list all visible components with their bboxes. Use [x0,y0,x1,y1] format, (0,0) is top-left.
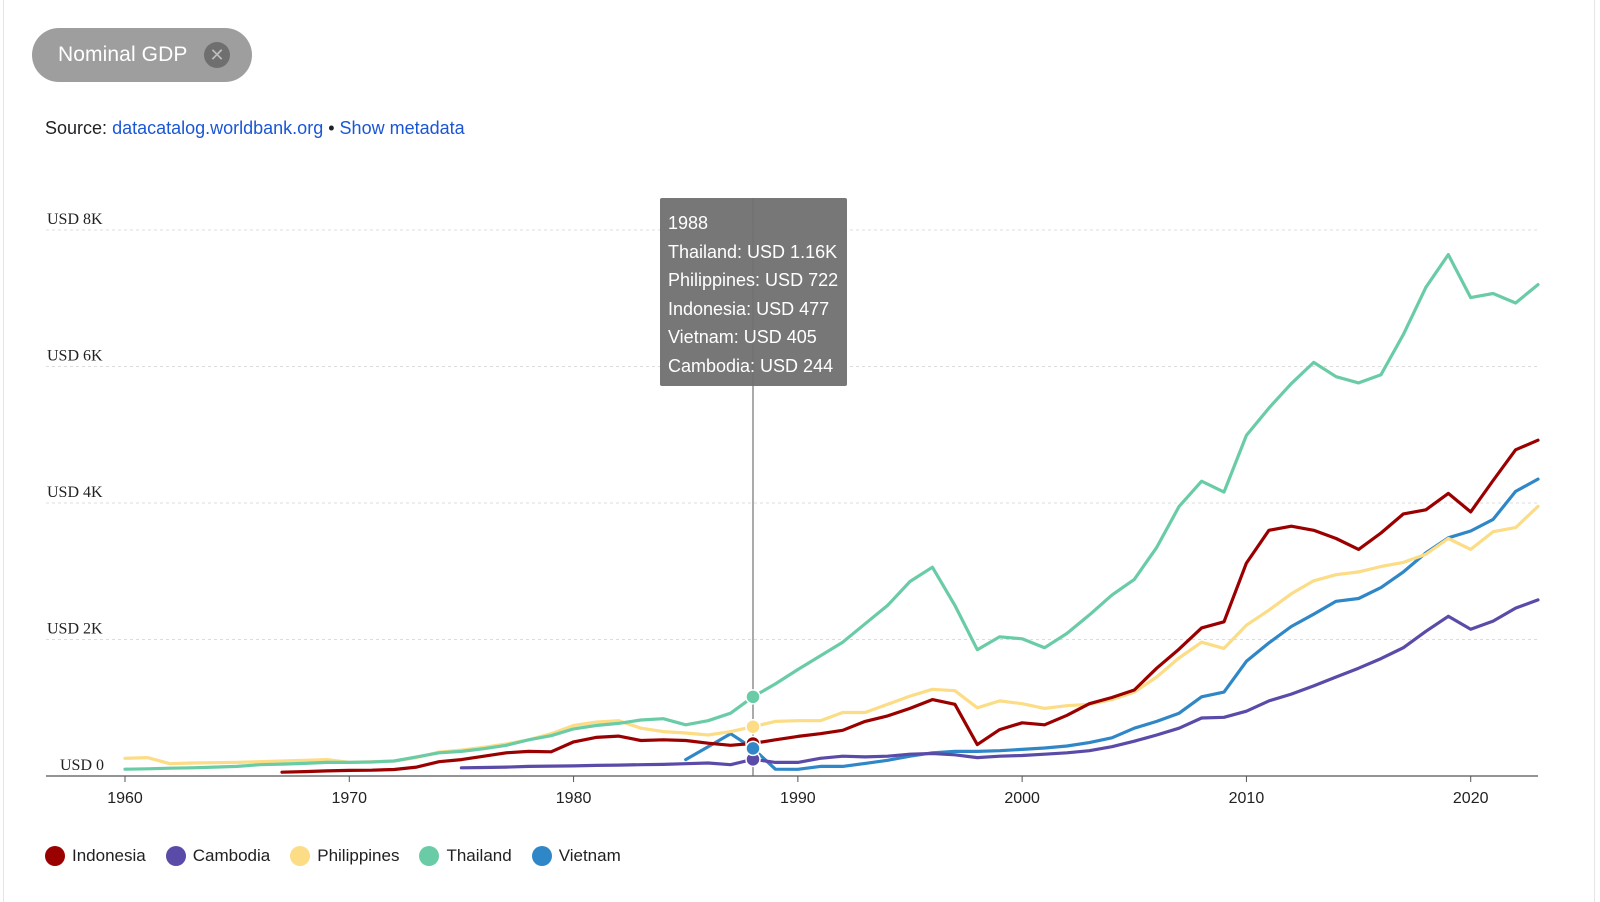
legend-item-philippines[interactable]: Philippines [290,846,399,866]
x-tick-label: 2010 [1229,790,1265,807]
legend-label-cambodia: Cambodia [192,846,271,865]
source-link[interactable]: datacatalog.worldbank.org [112,118,324,138]
show-metadata-link[interactable]: Show metadata [339,118,465,138]
legend-label-thailand: Thailand [446,846,512,865]
y-tick-label: USD 4K [47,484,103,501]
close-icon[interactable]: ✕ [204,42,230,68]
x-tick-label: 1990 [780,790,816,807]
y-tick-label: USD 6K [47,348,103,365]
tooltip: 1988 Thailand: USD 1.16K Philippines: US… [660,198,847,386]
legend-item-thailand[interactable]: Thailand [419,846,512,866]
x-tick-label: 2000 [1004,790,1040,807]
x-tick-label: 1980 [556,790,592,807]
x-tick-label: 1960 [107,790,143,807]
y-tick-label: USD 8K [47,211,103,228]
highlight-point-thailand [745,689,761,705]
legend: Indonesia Cambodia Philippines Thailand … [45,846,641,866]
right-border [1594,0,1595,902]
tooltip-line-vietnam: Vietnam: USD 405 [668,327,817,348]
series-line-vietnam [684,477,1540,771]
chip-label: Nominal GDP [58,43,188,66]
legend-label-indonesia: Indonesia [72,846,146,865]
legend-dot-thailand [419,846,440,866]
tooltip-line-philippines: Philippines: USD 722 [668,270,839,291]
x-tick-label: 1970 [331,790,367,807]
legend-item-vietnam[interactable]: Vietnam [531,846,621,866]
tooltip-line-indonesia: Indonesia: USD 477 [668,298,830,319]
legend-label-philippines: Philippines [317,846,400,865]
legend-item-indonesia[interactable]: Indonesia [45,846,146,866]
legend-item-cambodia[interactable]: Cambodia [165,846,271,866]
series-line-cambodia [459,598,1540,770]
source-separator: • [328,118,335,138]
tooltip-year: 1988 [668,213,709,233]
source-prefix: Source: [45,118,108,138]
y-tick-label: USD 0 [60,757,104,774]
source-line: Source: datacatalog.worldbank.org • Show… [45,118,465,139]
legend-dot-vietnam [531,846,552,866]
series-line-thailand [123,253,1540,771]
tooltip-line-thailand: Thailand: USD 1.16K [668,241,838,262]
series-line-philippines [123,504,1540,766]
left-border [3,0,4,902]
series-line-indonesia [280,438,1540,774]
highlight-point-philippines [745,718,761,735]
legend-label-vietnam: Vietnam [558,846,621,865]
metric-chip[interactable]: Nominal GDP ✕ [32,28,252,82]
legend-dot-philippines [290,846,311,866]
tooltip-line-cambodia: Cambodia: USD 244 [668,355,834,376]
legend-dot-cambodia [165,846,186,866]
highlight-point-vietnam [745,740,761,757]
legend-dot-indonesia [45,846,65,866]
x-tick-label: 2020 [1453,790,1489,807]
y-tick-label: USD 2K [47,621,103,638]
